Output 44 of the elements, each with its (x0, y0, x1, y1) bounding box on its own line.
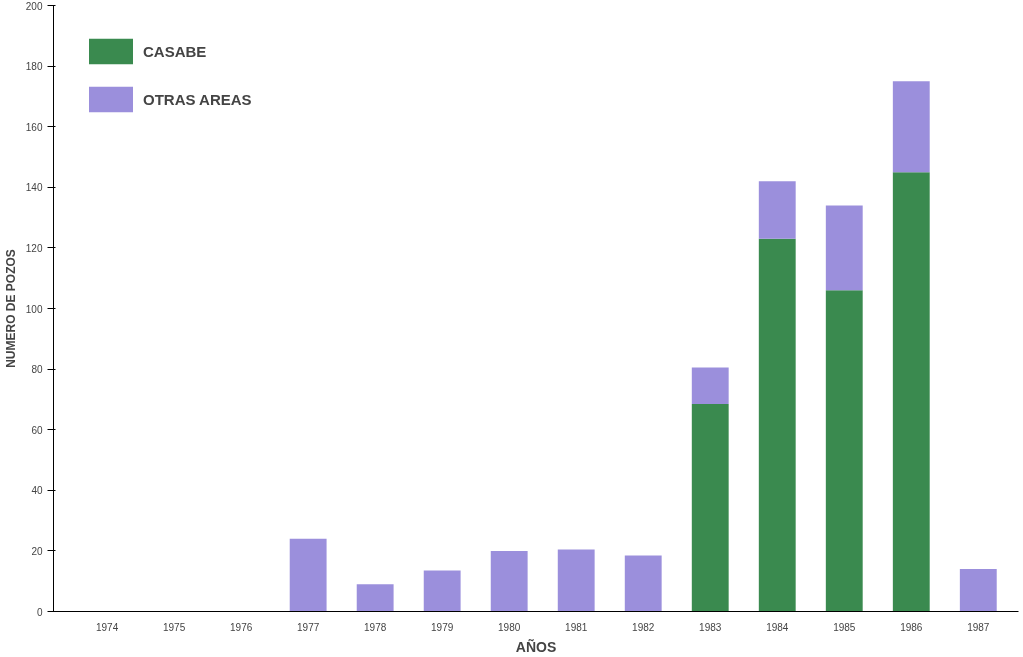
y-tick-label: 20 (31, 545, 43, 557)
y-tick-label: 120 (25, 242, 43, 254)
legend-label: CASABE (143, 42, 207, 60)
bar (289, 538, 327, 612)
y-tick-label: 40 (31, 485, 43, 497)
y-tick-label: 100 (25, 303, 43, 315)
bar (691, 403, 729, 612)
y-tick-label: 160 (25, 121, 43, 133)
x-tick-label: 1985 (833, 621, 856, 633)
bar (691, 367, 729, 404)
bar (423, 570, 461, 612)
x-tick-label: 1980 (498, 621, 521, 633)
y-tick-label: 80 (31, 364, 43, 376)
y-tick-label: 0 (36, 606, 43, 618)
bar (624, 555, 662, 612)
x-tick-label: 1981 (565, 621, 588, 633)
y-axis-title: NUMERO DE POZOS (3, 249, 18, 368)
x-tick-label: 1975 (163, 621, 186, 633)
x-tick-label: 1982 (632, 621, 655, 633)
bar (825, 290, 863, 612)
y-tick-label: 60 (31, 424, 43, 436)
bar (557, 549, 595, 612)
x-tick-label: 1976 (230, 621, 253, 633)
bar (356, 584, 394, 612)
bar (892, 81, 930, 173)
y-tick-label: 200 (25, 0, 43, 12)
bar (959, 569, 997, 612)
x-tick-label: 1978 (364, 621, 387, 633)
bar (825, 205, 863, 291)
bar (892, 172, 930, 612)
y-tick-label: 180 (25, 61, 43, 73)
x-tick-label: 1977 (297, 621, 320, 633)
x-tick-label: 1986 (900, 621, 923, 633)
bar (758, 238, 796, 612)
x-tick-label: 1979 (431, 621, 454, 633)
legend-label: OTRAS AREAS (143, 90, 252, 108)
x-tick-label: 1983 (699, 621, 722, 633)
bar (758, 181, 796, 239)
x-axis-title: AÑOS (515, 637, 557, 655)
x-tick-label: 1974 (95, 621, 119, 633)
bar (490, 550, 528, 612)
y-tick-label: 140 (25, 182, 43, 194)
x-tick-label: 1987 (967, 621, 990, 633)
x-tick-label: 1984 (766, 621, 789, 633)
